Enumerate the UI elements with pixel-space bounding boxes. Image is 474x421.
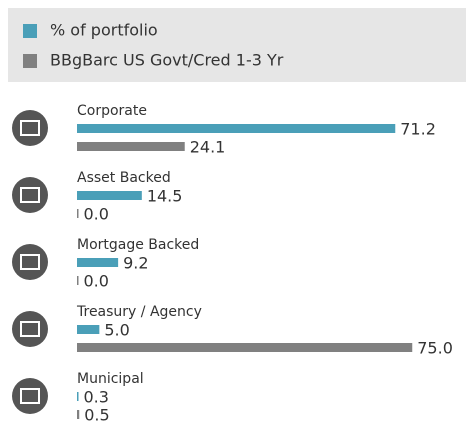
- category-label: Asset Backed: [77, 170, 171, 186]
- category-label: Municipal: [77, 371, 144, 387]
- category-icon-glyph: [20, 120, 40, 136]
- legend-label: BBgBarc US Govt/Cred 1-3 Yr: [50, 51, 284, 70]
- value-label: 24.1: [190, 138, 226, 157]
- value-label: 14.5: [147, 187, 183, 206]
- value-label: 0.3: [84, 388, 109, 407]
- category-icon: [12, 244, 48, 280]
- category-label: Corporate: [77, 103, 147, 119]
- bar: [77, 142, 185, 151]
- bar: [77, 209, 79, 218]
- category-icon-glyph: [20, 254, 40, 270]
- category-icon: [12, 311, 48, 347]
- legend-box: [8, 8, 466, 82]
- bar: [77, 343, 413, 352]
- value-label: 0.0: [84, 272, 109, 291]
- legend-label: % of portfolio: [50, 21, 158, 40]
- category-icon: [12, 177, 48, 213]
- value-label: 0.5: [84, 406, 109, 421]
- value-label: 71.2: [400, 120, 436, 139]
- category-label: Treasury / Agency: [76, 304, 202, 320]
- bar: [77, 410, 80, 419]
- category-icon-glyph: [20, 388, 40, 404]
- value-label: 9.2: [123, 254, 148, 273]
- category-icon: [12, 110, 48, 146]
- value-label: 75.0: [417, 339, 453, 358]
- legend-swatch: [23, 24, 37, 38]
- category-icon-glyph: [20, 321, 40, 337]
- bar: [77, 325, 100, 334]
- bar: [77, 191, 142, 200]
- bar: [77, 392, 79, 401]
- category-icon-glyph: [20, 187, 40, 203]
- bar: [77, 276, 79, 285]
- category-icon: [12, 378, 48, 414]
- category-label: Mortgage Backed: [77, 237, 199, 253]
- bar: [77, 258, 119, 267]
- value-label: 5.0: [104, 321, 129, 340]
- value-label: 0.0: [84, 205, 109, 224]
- legend-swatch: [23, 54, 37, 68]
- bar: [77, 124, 396, 133]
